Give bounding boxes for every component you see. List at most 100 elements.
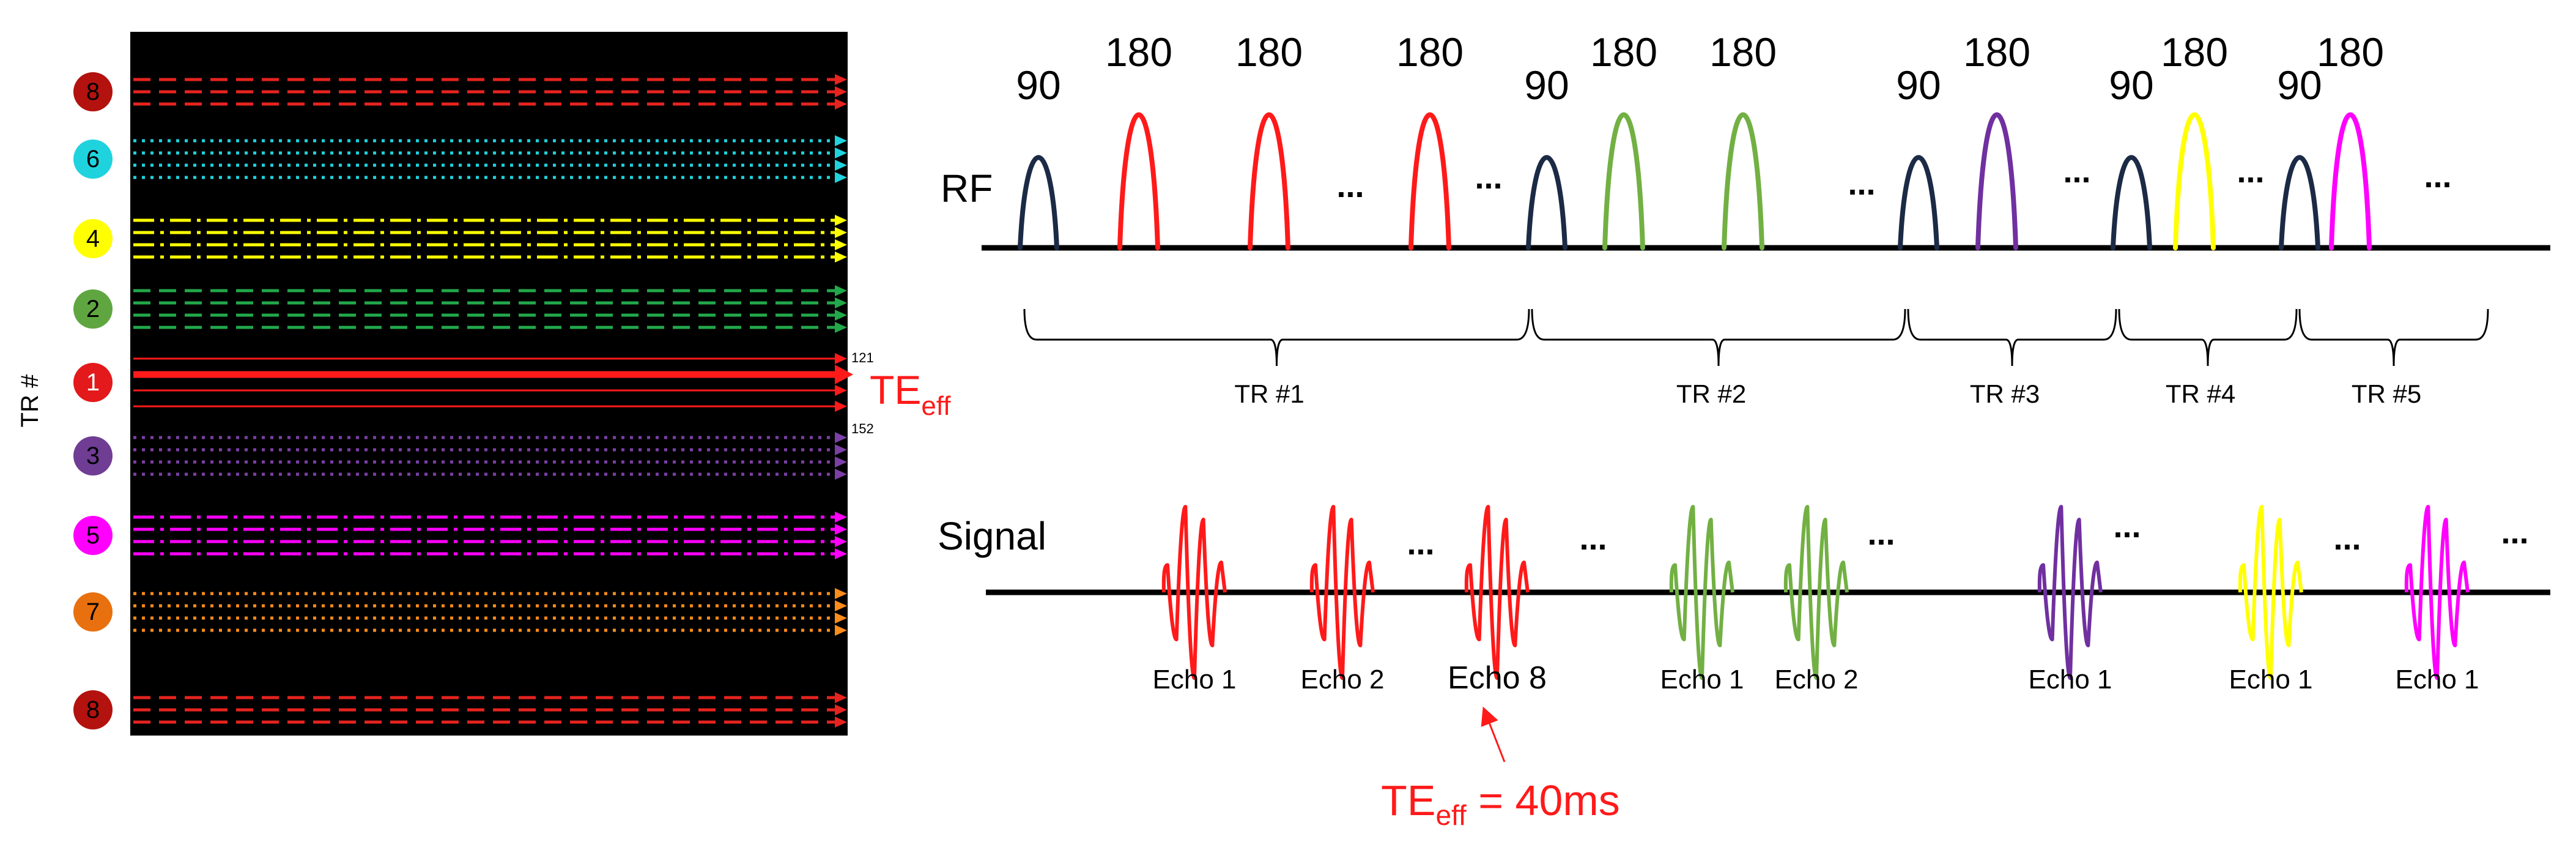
kspace-arrowhead	[835, 613, 847, 624]
echo-waveform	[2404, 505, 2470, 680]
echo-label: Echo 1	[1153, 665, 1237, 695]
echo-waveform	[1669, 505, 1734, 680]
kspace-arrowhead	[835, 322, 847, 333]
echo-label: Echo 1	[1660, 665, 1744, 695]
echo-waveform	[2238, 505, 2303, 680]
tr-circle-label: 4	[86, 225, 100, 252]
signal-timeline: Signal Echo 1 Echo 2 Echo 8 Echo 1 Echo 2 Ech…	[938, 505, 2550, 831]
kspace-arrowhead	[835, 512, 847, 523]
echoes: Echo 1 Echo 2 Echo 8 Echo 1 Echo 2 Echo 1 Echo…	[1153, 505, 2479, 696]
tr-circle	[73, 72, 113, 111]
rf-pulse-label: 180	[1709, 29, 1777, 75]
rf-pulse-180	[1722, 112, 1764, 250]
kspace-arrowhead	[835, 385, 847, 396]
tr-label: TR #5	[2352, 379, 2421, 408]
echo-waveform	[1161, 505, 1227, 680]
kspace-arrowhead	[835, 548, 847, 559]
signal-ellipsis: ...	[2501, 514, 2528, 551]
rf-pulse-label: 180	[2161, 29, 2228, 75]
kspace-arrowhead	[835, 432, 847, 443]
kspace-arrowhead	[835, 86, 847, 97]
kspace-lines	[133, 74, 853, 728]
tr-circles: 8 6 4 2 1 3 5 7 8	[73, 72, 113, 729]
rf-pulse-label: 180	[1105, 29, 1172, 75]
signal-label: Signal	[938, 514, 1046, 558]
signal-ellipses: ..................	[1407, 508, 2528, 562]
tr-brace	[2118, 308, 2298, 367]
tr-circle	[73, 289, 113, 329]
rf-ellipsis: ...	[2424, 158, 2451, 195]
rf-ellipsis: ...	[1475, 159, 1502, 196]
kspace-arrowhead	[835, 444, 847, 455]
kspace-arrowhead	[835, 625, 847, 636]
kspace-arrowhead	[835, 310, 847, 321]
tr-circle	[73, 363, 113, 402]
kspace-arrowhead	[835, 588, 847, 599]
echo-label: Echo 8	[1448, 660, 1547, 696]
tr-label: TR #2	[1676, 379, 1746, 408]
tr-circle-label: 1	[86, 369, 100, 396]
kspace-arrowhead	[835, 457, 847, 468]
tr-circle-label: 3	[86, 442, 100, 469]
kspace-arrowhead	[835, 692, 847, 703]
echo-waveform	[1309, 505, 1375, 680]
tr-brace	[1023, 308, 1530, 367]
kspace-arrowhead	[835, 297, 847, 308]
rf-pulse-180	[1117, 112, 1160, 250]
echo-waveform	[2037, 505, 2103, 680]
tr-circle-label: 5	[86, 522, 100, 549]
echo-label: Echo 1	[2396, 665, 2479, 695]
rf-pulse-label: 180	[1235, 29, 1303, 75]
tr-circle	[73, 516, 113, 555]
rf-pulse-label: 180	[1590, 29, 1657, 75]
tr-circle-label: 6	[86, 146, 100, 173]
rf-pulse-label: 90	[2277, 62, 2322, 108]
signal-ellipsis: ...	[2113, 508, 2141, 545]
kspace-arrowhead	[835, 215, 847, 226]
tr-circle-label: 8	[86, 78, 100, 105]
kspace-arrowhead	[835, 365, 853, 384]
tr-circle-label: 7	[86, 598, 100, 625]
tr-label: TR #4	[2166, 379, 2235, 408]
kspace-arrowhead	[835, 704, 847, 715]
rf-label: RF	[941, 166, 993, 211]
signal-ellipsis: ...	[1579, 520, 1607, 557]
kspace-arrowhead	[835, 469, 847, 480]
rf-pulse-label: 90	[2109, 62, 2153, 108]
rf-pulse-180	[1975, 112, 2018, 250]
kspace-arrowhead	[835, 172, 847, 183]
tr-label: TR #1	[1234, 379, 1304, 408]
kspace-small-label-top: 121	[851, 350, 874, 365]
rf-pulse-90	[2279, 155, 2320, 250]
rf-pulse-90	[1018, 155, 1059, 250]
tr-label: TR #3	[1970, 379, 2040, 408]
echo-waveform	[1783, 505, 1849, 680]
echo-label: Echo 1	[2229, 665, 2313, 695]
kspace-background	[130, 32, 848, 736]
kspace-arrowhead	[835, 285, 847, 296]
rf-pulse-label: 90	[1896, 62, 1941, 108]
kspace-teff-label: TEeff	[870, 367, 951, 421]
kspace-arrowhead	[835, 401, 847, 412]
kspace-arrowhead	[835, 536, 847, 547]
kspace-arrowhead	[835, 252, 847, 263]
kspace-arrowhead	[835, 524, 847, 535]
rf-pulse-180	[1248, 112, 1290, 250]
signal-ellipsis: ...	[2333, 520, 2361, 557]
rf-pulse-label: 90	[1016, 62, 1060, 108]
kspace-arrowhead	[835, 147, 847, 158]
rf-ellipsis: ...	[1848, 165, 1875, 202]
kspace-arrowhead	[835, 600, 847, 611]
kspace-panel: 8 6 4 2 1 3 5 7 8 TR # 121 152 TEeff	[17, 32, 951, 736]
echo-label: Echo 2	[1775, 665, 1859, 695]
rf-ellipsis: ...	[1336, 168, 1364, 204]
rf-ellipsis: ...	[2237, 153, 2264, 190]
kspace-small-label-bottom: 152	[851, 421, 874, 436]
kspace-arrowhead	[835, 74, 847, 85]
echo-waveform	[1464, 505, 1530, 680]
tr-circle-label: 8	[86, 696, 100, 723]
rf-pulse-label: 90	[1524, 62, 1569, 108]
